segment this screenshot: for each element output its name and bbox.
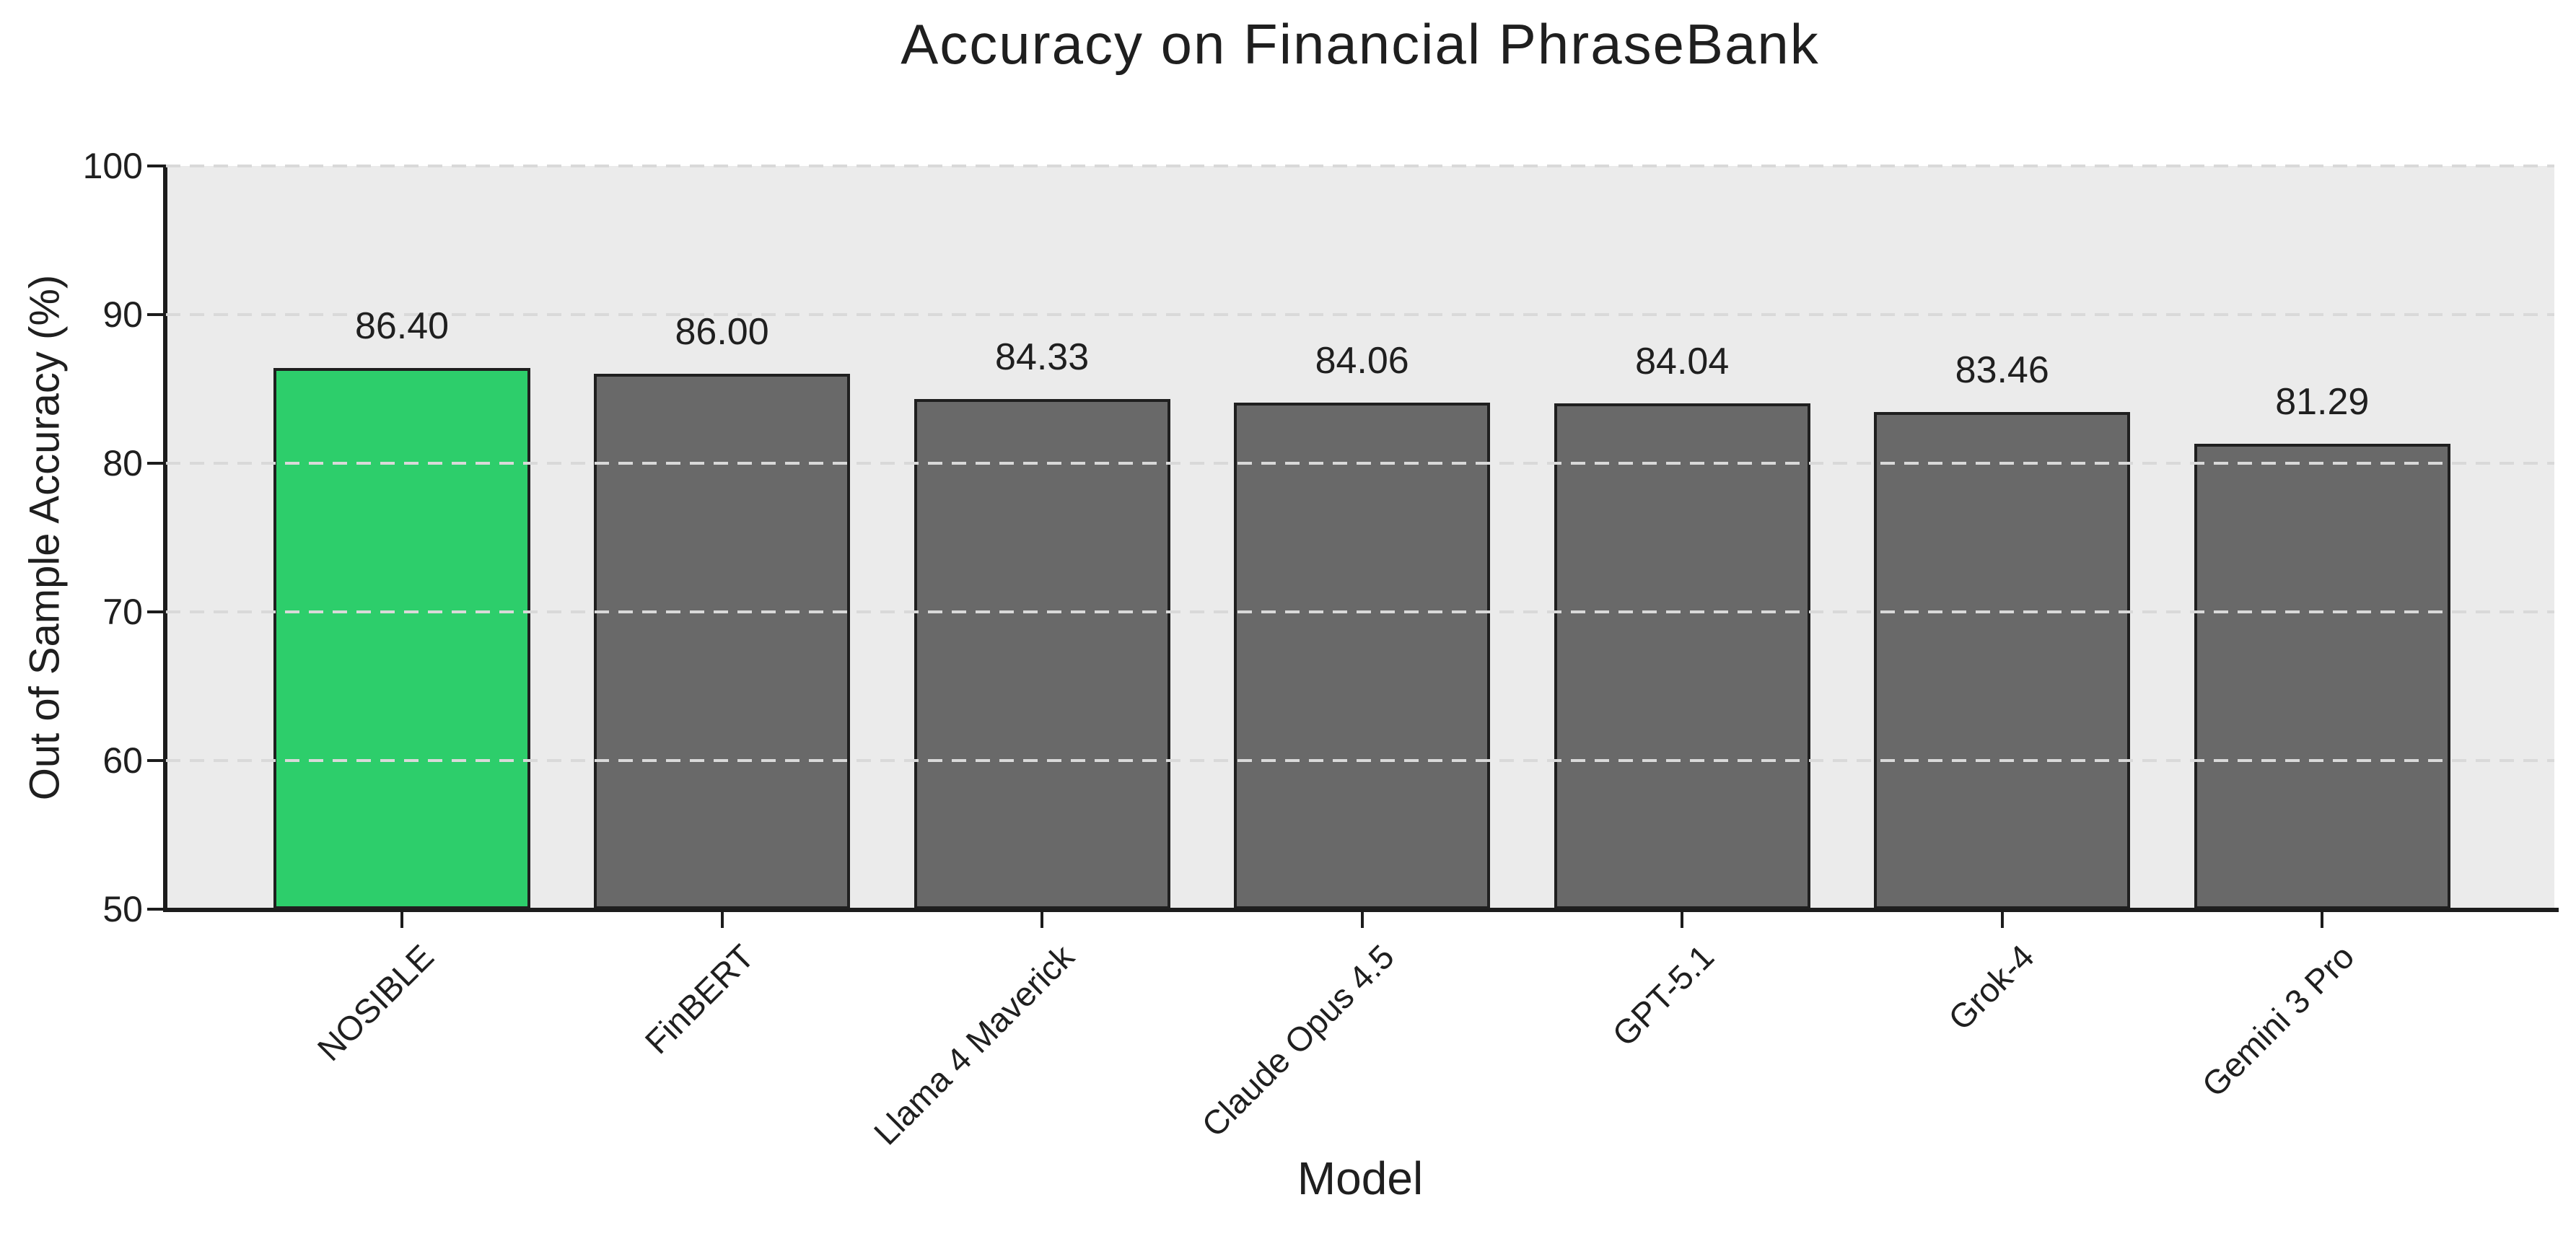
y-tick-mark	[147, 610, 166, 613]
bar-gpt-5-1	[1554, 403, 1810, 909]
chart-title: Accuracy on Financial PhraseBank	[901, 12, 1820, 76]
y-tick-label: 60	[102, 740, 143, 781]
bar-nosible	[273, 368, 530, 909]
bar-value-label: 84.33	[995, 336, 1090, 378]
x-tick-mark	[2321, 909, 2324, 928]
gridline-y100	[166, 165, 2554, 167]
gridline-y60	[166, 759, 2554, 762]
y-tick-label: 100	[82, 146, 143, 186]
x-tick-mark	[400, 909, 404, 928]
y-tick-label: 90	[102, 294, 143, 335]
bar-finbert	[593, 374, 851, 909]
x-tick-mark	[1681, 909, 1684, 928]
x-tick-label-llama-4-maverick: Llama 4 Maverick	[866, 937, 1082, 1152]
x-axis-title: Model	[1297, 1152, 1424, 1204]
bar-gemini-3-pro	[2194, 444, 2450, 909]
gridline-y70	[166, 610, 2554, 613]
bar-grok-4	[1874, 411, 2131, 909]
y-tick-mark	[147, 165, 166, 167]
y-tick-mark	[147, 313, 166, 316]
y-tick-mark	[147, 462, 166, 465]
y-tick-mark	[147, 759, 166, 762]
x-tick-mark	[2000, 909, 2004, 928]
y-tick-mark	[147, 908, 166, 911]
x-tick-label-nosible: NOSIBLE	[310, 937, 442, 1069]
x-tick-label-gemini-3-pro: Gemini 3 Pro	[2194, 937, 2362, 1105]
bar-value-label: 86.40	[354, 305, 450, 348]
gridline-y90	[166, 313, 2554, 316]
bar-value-label: 84.04	[1635, 340, 1730, 382]
x-tick-label-finbert: FinBERT	[637, 937, 761, 1061]
plot-area: 86.40 86.00 84.33 84.06 84.04 83.46 81.29	[166, 165, 2554, 909]
x-tick-label-grok-4: Grok-4	[1940, 937, 2041, 1038]
bar-value-label: 83.46	[1955, 349, 2049, 391]
bar-llama-4-maverick	[914, 398, 1170, 909]
bar-value-label: 86.00	[675, 311, 769, 354]
bar-claude-opus-4-5	[1234, 403, 1491, 909]
bar-value-label: 84.06	[1315, 340, 1409, 382]
y-tick-label: 80	[102, 443, 143, 483]
x-tick-mark	[720, 909, 724, 928]
y-tick-label: 50	[102, 889, 143, 929]
x-tick-mark	[1041, 909, 1044, 928]
y-tick-label: 70	[102, 592, 143, 632]
y-axis-spine	[163, 165, 167, 912]
bar-value-label: 81.29	[2275, 381, 2370, 424]
gridline-y80	[166, 462, 2554, 465]
x-tick-label-gpt-5-1: GPT-5.1	[1605, 937, 1722, 1054]
x-tick-label-claude-opus-4-5: Claude Opus 4.5	[1193, 937, 1401, 1144]
x-tick-mark	[1360, 909, 1364, 928]
y-axis-title: Out of Sample Accuracy (%)	[21, 274, 69, 801]
